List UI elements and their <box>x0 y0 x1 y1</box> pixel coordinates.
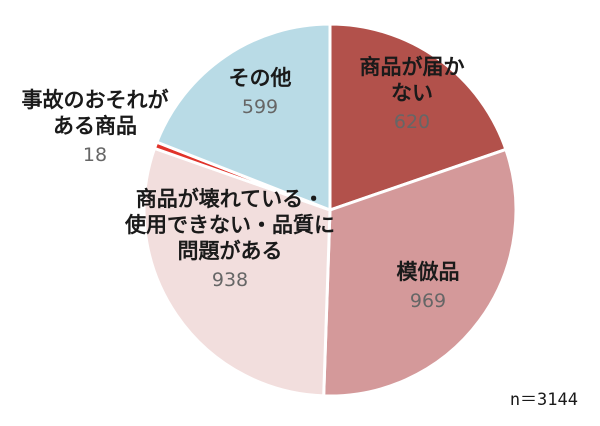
slice-value-1: 969 <box>410 290 446 312</box>
slice-label-4-line-0: その他 <box>229 66 292 90</box>
slice-label-2-line-2: 問題がある <box>178 239 283 263</box>
slice-label-3-line-0: 事故のおそれが <box>22 88 169 112</box>
slice-label-0-line-0: 商品が届か <box>360 55 465 79</box>
pie-slice-4 <box>154 22 332 213</box>
slice-label-0-line-1: ない <box>391 81 433 105</box>
sample-size-label: n＝3144 <box>510 390 578 410</box>
slice-value-3: 18 <box>83 144 107 166</box>
slice-value-2: 938 <box>212 269 248 291</box>
slice-value-0: 620 <box>394 111 430 133</box>
pie-slice-2 <box>142 146 332 398</box>
slice-value-4: 599 <box>242 96 278 118</box>
slice-label-2-line-1: 使用できない・品質に <box>124 213 335 237</box>
slice-label-1-line-0: 模倣品 <box>397 260 460 284</box>
pie-slice-1 <box>322 147 518 398</box>
slice-label-2-line-0: 商品が壊れている・ <box>136 187 324 211</box>
slice-label-3-line-1: ある商品 <box>53 114 137 138</box>
pie-slices <box>142 22 518 398</box>
